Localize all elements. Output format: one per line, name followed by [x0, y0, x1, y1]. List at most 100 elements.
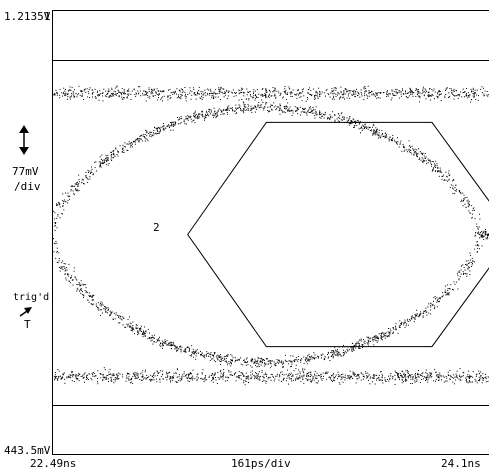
trace-point [381, 332, 383, 334]
trace-point [343, 92, 345, 94]
trace-point [452, 187, 453, 189]
trace-point [344, 352, 346, 354]
trace-point [112, 319, 114, 320]
trace-point [335, 354, 337, 356]
trace-point [448, 174, 450, 176]
trace-point [56, 94, 58, 96]
trace-point [417, 375, 419, 377]
trace-point [388, 336, 390, 337]
trace-point [385, 381, 387, 382]
trace-point [378, 135, 380, 137]
trace-point [183, 375, 185, 377]
trace-point [157, 128, 159, 129]
trace-point [243, 92, 244, 94]
trace-point [53, 376, 55, 378]
trace-point [422, 162, 424, 164]
trace-point [378, 380, 380, 382]
trace-point [398, 146, 400, 148]
trace-point [227, 364, 229, 366]
trace-point [89, 97, 91, 99]
trace-point [300, 95, 302, 97]
trace-point [464, 269, 466, 271]
trace-point [223, 371, 225, 373]
trace-point [267, 106, 269, 108]
trace-point [208, 375, 210, 377]
trace-point [419, 313, 421, 315]
trace-point [80, 280, 82, 282]
trace-point [450, 88, 452, 90]
trace-point [258, 377, 260, 379]
trace-point [181, 377, 183, 379]
trace-point [152, 336, 154, 338]
trace-point [468, 210, 470, 212]
trace-point [220, 361, 222, 362]
trace-point [365, 375, 367, 377]
trace-point [118, 322, 120, 324]
trace-point [97, 381, 98, 383]
trace-point [250, 360, 252, 362]
trace-point [173, 372, 175, 374]
trace-point [487, 237, 489, 239]
trace-point [453, 94, 455, 96]
trace-point [285, 107, 287, 109]
y-bottom-label: 443.5mV [4, 444, 51, 457]
trace-point [467, 92, 469, 94]
trace-point [181, 88, 183, 90]
trace-point [378, 132, 380, 134]
trace-point [73, 96, 75, 98]
trace-point [289, 378, 291, 380]
trace-point [456, 370, 458, 372]
trace-point [476, 251, 478, 253]
trace-point [201, 352, 203, 354]
trace-point [211, 111, 213, 113]
trace-point [91, 166, 92, 168]
trace-point [371, 381, 373, 383]
trace-point [286, 377, 288, 379]
trace-point [483, 235, 485, 237]
trace-point [323, 113, 324, 115]
trace-point [136, 328, 138, 330]
trace-point [57, 214, 59, 216]
trace-point [311, 94, 313, 96]
trace-point [240, 110, 242, 111]
trace-point [463, 194, 465, 196]
trace-point [434, 368, 436, 370]
trace-point [401, 376, 403, 378]
trace-point [189, 378, 191, 380]
trace-point [56, 261, 58, 263]
trace-point [265, 91, 267, 93]
trace-point [445, 294, 447, 296]
trace-point [191, 354, 193, 356]
trace-point [468, 205, 470, 207]
trace-point [265, 382, 267, 384]
trace-point [400, 374, 402, 376]
trace-point [314, 375, 316, 377]
trace-point [414, 148, 416, 150]
trace-point [358, 341, 359, 343]
trace-point [232, 357, 234, 359]
trace-point [118, 91, 120, 93]
trace-point [57, 215, 59, 217]
trace-point [238, 376, 240, 378]
trace-point [104, 308, 106, 310]
trace-point [423, 155, 425, 157]
trace-point [73, 270, 75, 272]
trace-point [374, 131, 376, 133]
trace-point [254, 99, 256, 101]
trace-point [344, 350, 346, 352]
trace-point [70, 277, 71, 279]
trace-point [151, 93, 153, 95]
trace-point [408, 320, 410, 322]
trace-point [406, 320, 408, 322]
trace-point [431, 89, 433, 91]
trace-point [364, 127, 365, 129]
trace-point [211, 92, 213, 94]
trace-point [348, 118, 350, 120]
trace-point [309, 93, 311, 95]
trace-point [155, 133, 157, 135]
trace-point [158, 90, 160, 92]
trace-point [205, 115, 206, 117]
trace-point [292, 89, 294, 91]
trace-point [154, 372, 155, 374]
trace-point [407, 372, 409, 374]
